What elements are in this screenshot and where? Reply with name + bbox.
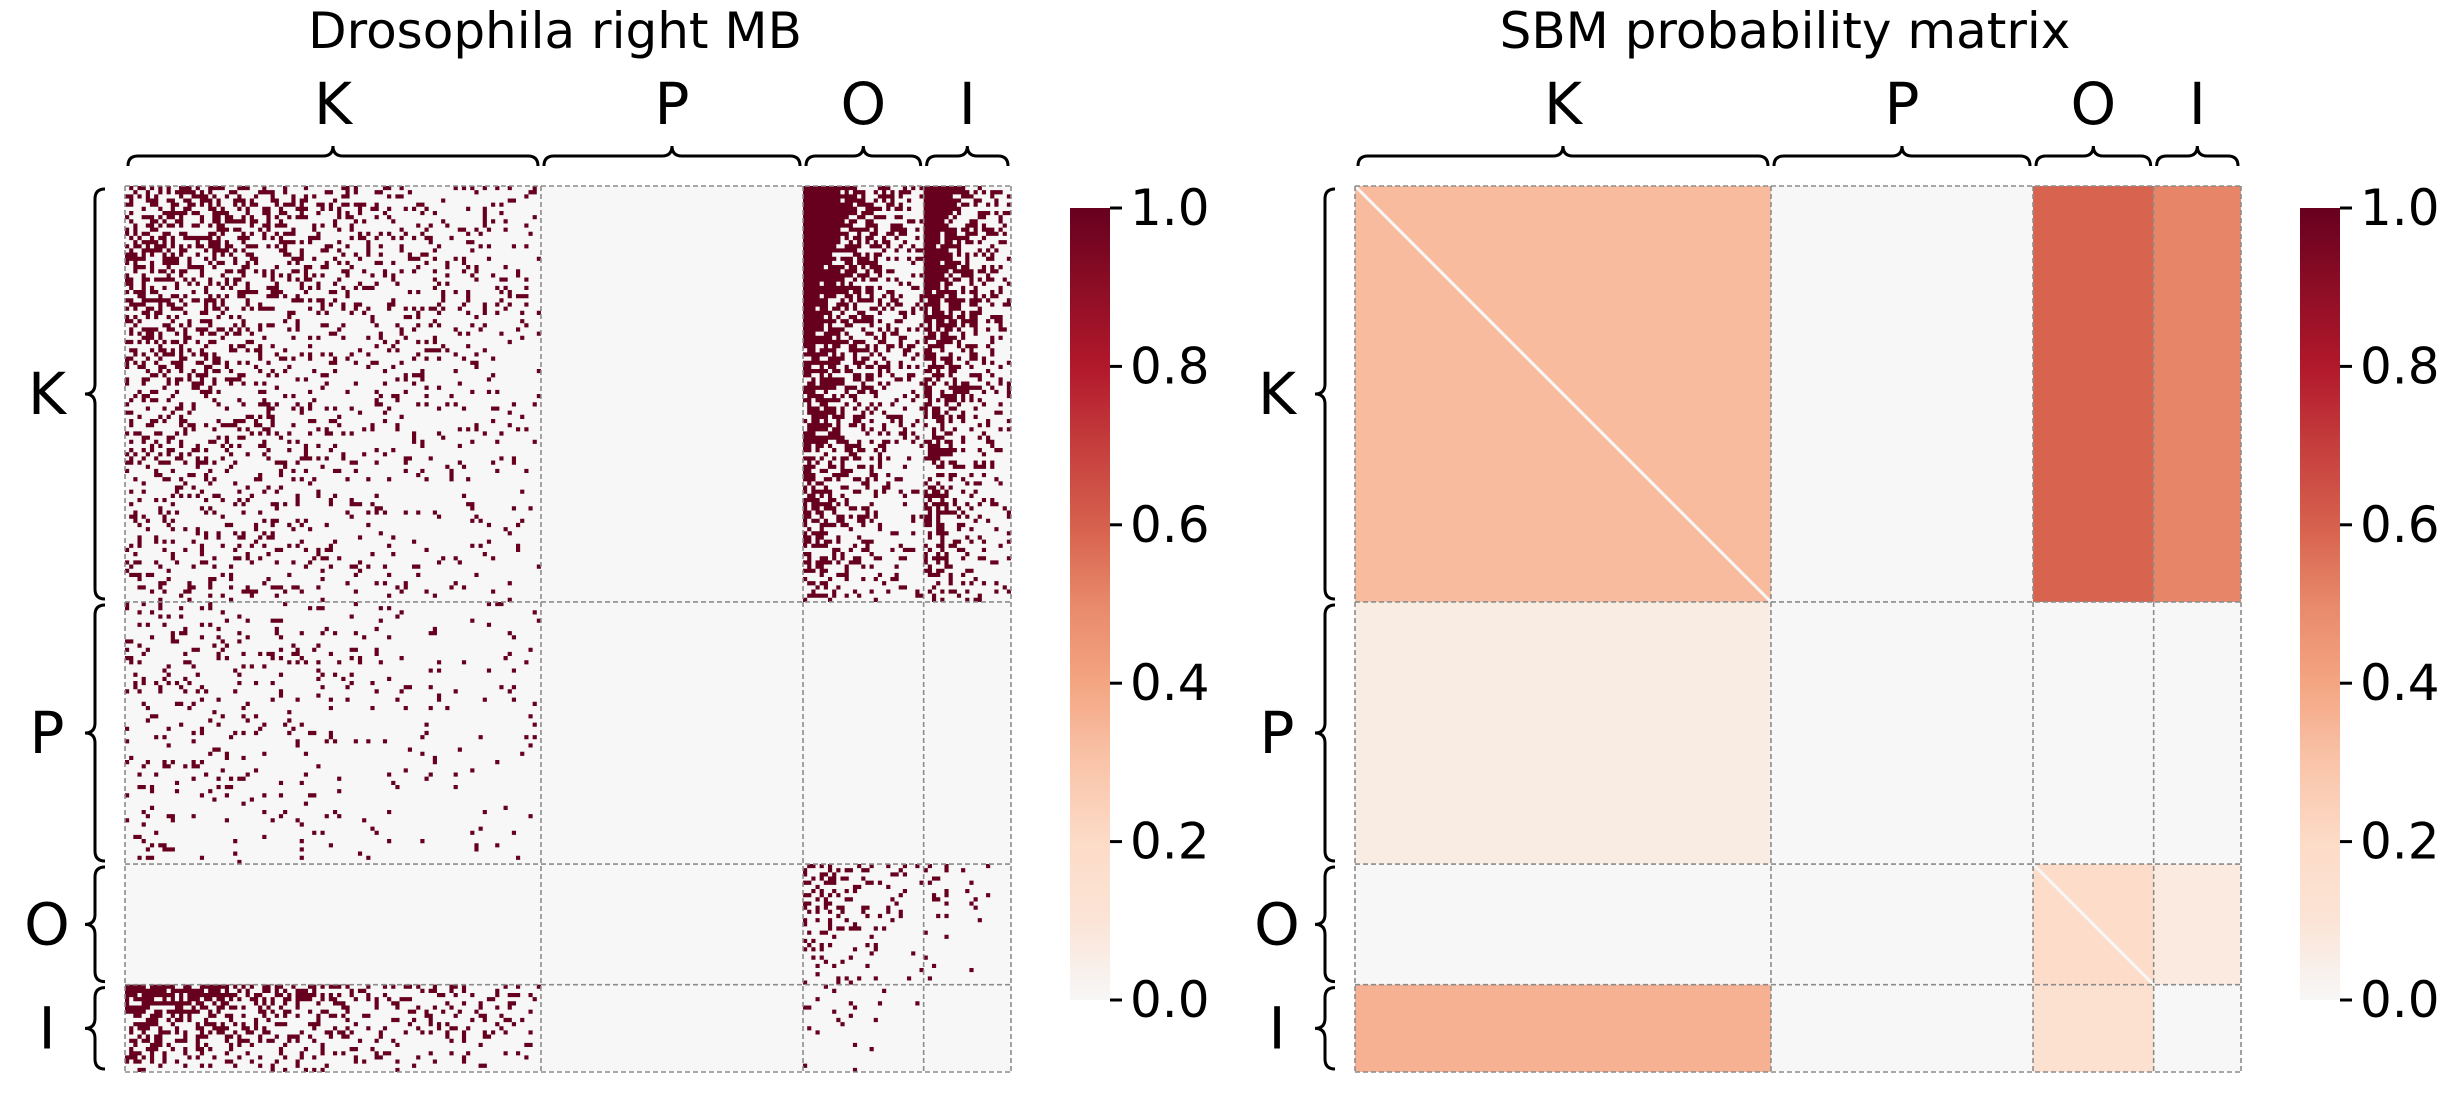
left-brace-O: [84, 865, 106, 984]
edge-cells-K-I: [923, 186, 1011, 602]
left-block-braces: K P OI: [24, 187, 106, 1071]
left-block-label: P: [30, 699, 65, 767]
block-cell-K-I: [2153, 186, 2241, 602]
heatmap-area: [1353, 184, 2241, 1072]
colorbar-tick-label: 0.6: [2360, 496, 2440, 554]
left-brace-I: [1314, 986, 1336, 1071]
colorbar: 0.0 0.2 0.4 0.6 0.8 1.0: [1070, 179, 1210, 1029]
block-separators: [1354, 185, 2242, 1073]
colorbar-tick-label: 1.0: [2360, 179, 2440, 237]
top-brace-K: [126, 145, 540, 167]
block-cell-P-K: [1355, 601, 1771, 865]
top-brace-O: [2034, 145, 2153, 167]
left-block-label: O: [24, 890, 70, 958]
left-block-label: I: [1268, 994, 1285, 1062]
colorbar-gradient: [1070, 208, 1110, 1000]
left-brace-P: [84, 603, 106, 863]
left-brace-P: [1314, 603, 1336, 863]
colorbar-tick-label: 0.0: [1130, 971, 1210, 1029]
top-brace-O: [804, 145, 923, 167]
top-block-label: P: [654, 70, 689, 138]
left-block-label: K: [1258, 360, 1298, 428]
block-cell-I-K: [1355, 984, 1771, 1072]
left-brace-K: [84, 187, 106, 601]
top-brace-K: [1356, 145, 1770, 167]
block-separators: [124, 185, 1012, 1073]
top-brace-I: [2155, 145, 2240, 167]
colorbar-tick-label: 0.8: [1130, 337, 1210, 395]
left-brace-I: [84, 986, 106, 1071]
diagonal-zero-line: [1353, 184, 1773, 604]
colorbar-gradient: [2300, 208, 2340, 1000]
colorbar-tick-label: 0.0: [2360, 971, 2440, 1029]
top-block-label: I: [2189, 70, 2206, 138]
colorbar-ticks: 0.0 0.2 0.4 0.6 0.8 1.0: [1110, 179, 1210, 1029]
edge-cells-K-O: [803, 186, 924, 602]
colorbar: 0.0 0.2 0.4 0.6 0.8 1.0: [2300, 179, 2440, 1029]
top-block-label: K: [1544, 70, 1584, 138]
top-block-label: K: [314, 70, 354, 138]
block-cell-K-O: [2033, 186, 2154, 602]
heatmap-area: [125, 186, 1011, 1072]
colorbar-tick-label: 0.8: [2360, 337, 2440, 395]
left-block-label: P: [1260, 699, 1295, 767]
chart-title: Drosophila right MB: [308, 2, 802, 60]
colorbar-ticks: 0.0 0.2 0.4 0.6 0.8 1.0: [2340, 179, 2440, 1029]
block-cell-O-I: [2153, 864, 2241, 985]
left-block-braces: K P OI: [1254, 187, 1336, 1071]
left-block-label: I: [38, 994, 55, 1062]
colorbar-tick-label: 0.2: [2360, 813, 2440, 871]
left-brace-O: [1314, 865, 1336, 984]
block-cell-I-O: [2033, 984, 2154, 1072]
colorbar-tick-label: 1.0: [1130, 179, 1210, 237]
diagonal-zero-line: [2031, 862, 2155, 986]
chart-title: SBM probability matrix: [1500, 2, 2071, 60]
colorbar-tick-label: 0.2: [1130, 813, 1210, 871]
edge-cells-I-K: [125, 984, 541, 1072]
top-block-label: I: [959, 70, 976, 138]
heatmap-background: [125, 186, 1011, 1071]
left-block-label: O: [1254, 890, 1300, 958]
colorbar-tick-label: 0.4: [2360, 654, 2440, 712]
left-brace-K: [1314, 187, 1336, 601]
left-block-label: K: [28, 360, 68, 428]
colorbar-tick-label: 0.4: [1130, 654, 1210, 712]
top-brace-I: [925, 145, 1010, 167]
top-block-label: O: [2071, 70, 2117, 138]
edge-cells-P-K: [125, 601, 541, 865]
top-brace-P: [1772, 145, 2032, 167]
top-block-label: P: [1884, 70, 1919, 138]
edge-cells-K-K: [125, 186, 541, 602]
top-brace-P: [542, 145, 802, 167]
top-block-label: O: [841, 70, 887, 138]
colorbar-tick-label: 0.6: [1130, 496, 1210, 554]
